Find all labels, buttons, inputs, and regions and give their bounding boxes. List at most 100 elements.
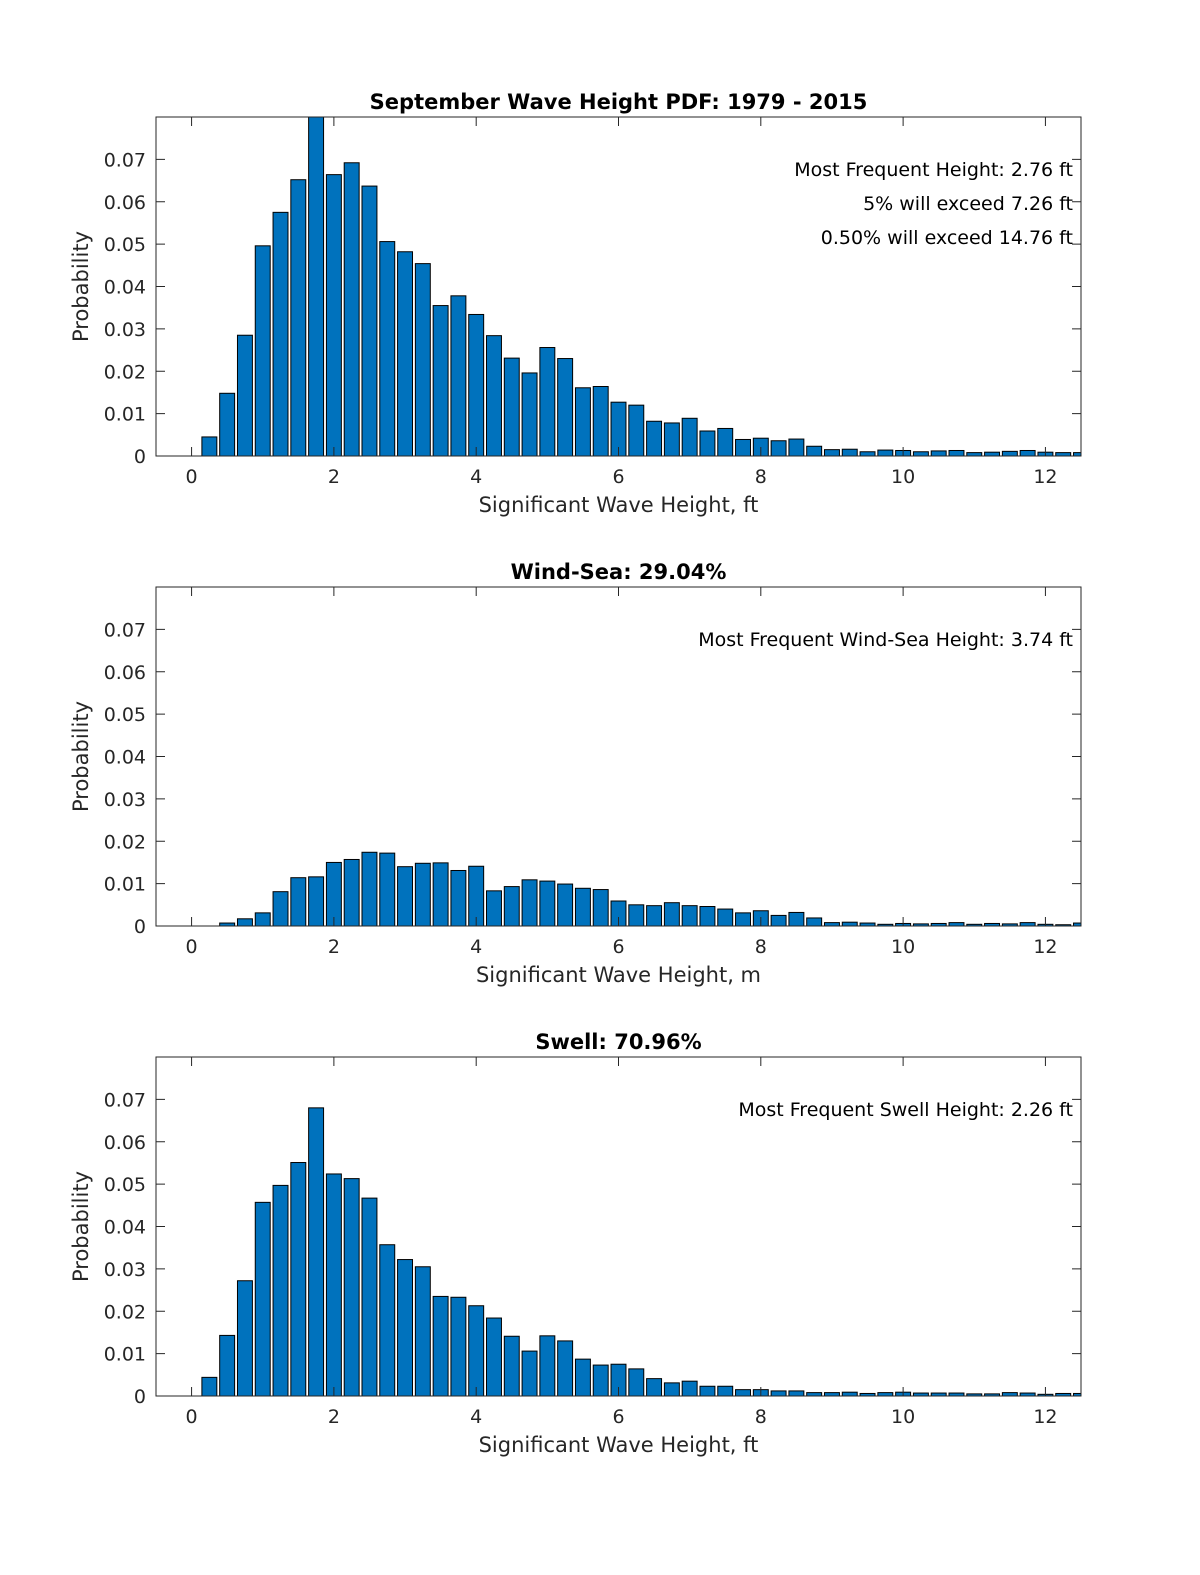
y-tick-label: 0.05	[104, 234, 146, 256]
bar	[343, 1178, 360, 1396]
bar-series	[219, 851, 1081, 926]
bar	[592, 386, 609, 456]
bar	[397, 251, 414, 456]
bar	[770, 440, 787, 456]
bar	[468, 313, 485, 456]
bar	[201, 1376, 218, 1396]
bar	[699, 430, 716, 456]
x-axis-label: Significant Wave Height, ft	[479, 493, 759, 517]
y-tick-label: 0.01	[104, 404, 146, 426]
bar	[219, 922, 236, 926]
bar	[343, 858, 360, 926]
chart-title: September Wave Height PDF: 1979 - 2015	[370, 90, 868, 114]
bar	[1019, 922, 1036, 926]
annotation: Most Frequent Height: 2.76 ft	[794, 159, 1073, 181]
bar	[308, 1107, 325, 1396]
y-tick-label: 0	[134, 446, 146, 468]
bar	[325, 1173, 342, 1396]
x-tick-label: 6	[612, 1406, 624, 1428]
bar	[414, 862, 431, 926]
bar	[574, 887, 591, 926]
bar	[930, 922, 947, 926]
bar	[628, 904, 645, 926]
x-tick-label: 10	[891, 936, 915, 958]
bar	[841, 921, 858, 926]
y-tick-label: 0.03	[104, 319, 146, 341]
bar	[859, 922, 876, 926]
bar	[717, 427, 734, 456]
chart-panel-total: 0 2 4 6 8 10 12 0 0.01 0.02 0.03 0.04 0.05 0.06 0.07 Se…	[69, 90, 1082, 517]
bar	[823, 922, 840, 926]
y-tick-label: 0.03	[104, 789, 146, 811]
y-tick-label: 0	[134, 916, 146, 938]
x-tick-label: 4	[470, 1406, 482, 1428]
y-tick-label: 0.04	[104, 1217, 146, 1239]
bar	[557, 358, 574, 456]
bar	[646, 420, 663, 456]
bar	[272, 211, 289, 456]
chart-title: Swell: 70.96%	[535, 1030, 701, 1054]
y-tick-label: 0.07	[104, 1089, 146, 1111]
bar	[788, 438, 805, 456]
x-tick-label: 2	[328, 936, 340, 958]
annotation: 0.50% will exceed 14.76 ft	[821, 227, 1073, 249]
x-tick-label: 2	[328, 1406, 340, 1428]
x-tick-label: 0	[186, 466, 198, 488]
bar	[361, 185, 378, 456]
bar	[521, 879, 538, 926]
bar	[557, 883, 574, 926]
bar	[770, 1390, 787, 1396]
bar	[984, 922, 1001, 926]
bar	[859, 451, 876, 456]
bar	[236, 334, 253, 456]
y-tick-label: 0.06	[104, 662, 146, 684]
bar	[290, 1162, 307, 1396]
bar	[841, 1391, 858, 1396]
bar	[592, 889, 609, 926]
bar	[432, 1295, 449, 1396]
y-tick-label: 0.02	[104, 361, 146, 383]
bar-series	[201, 1107, 1081, 1396]
bar	[1055, 1392, 1072, 1396]
bar	[663, 902, 680, 926]
y-tick-label: 0.05	[104, 1174, 146, 1196]
bar	[735, 438, 751, 456]
bar	[735, 1389, 751, 1396]
bar	[236, 918, 253, 926]
bar	[948, 449, 965, 456]
bar	[628, 1368, 645, 1396]
bar	[628, 404, 645, 456]
bar	[486, 1317, 502, 1396]
bar	[290, 877, 307, 926]
bar	[948, 922, 965, 926]
x-tick-label: 0	[186, 1406, 198, 1428]
bar	[806, 917, 823, 926]
bar	[503, 357, 520, 456]
bar	[930, 450, 947, 456]
x-tick-label: 4	[470, 936, 482, 958]
x-axis-label: Significant Wave Height, ft	[479, 1433, 759, 1457]
bar	[254, 245, 271, 456]
bar	[610, 1363, 627, 1396]
chart-title: Wind-Sea: 29.04%	[511, 560, 727, 584]
x-tick-label: 8	[755, 1406, 767, 1428]
bar	[379, 852, 396, 926]
bar	[1001, 1392, 1018, 1396]
bar	[877, 449, 894, 456]
bar	[717, 1385, 734, 1396]
bar	[823, 449, 840, 456]
y-tick-label: 0.04	[104, 747, 146, 769]
bar	[984, 451, 1001, 456]
bar	[219, 392, 236, 456]
bar	[397, 1259, 414, 1396]
x-tick-label: 12	[1033, 1406, 1057, 1428]
bar	[361, 851, 378, 926]
bar	[912, 451, 929, 456]
chart-panel-wind-sea: 0 2 4 6 8 10 12 0 0.01 0.02 0.03 0.04 0.05 0.06 0.07 Wi…	[69, 560, 1082, 987]
y-tick-label: 0.03	[104, 1259, 146, 1281]
bar	[966, 452, 983, 456]
bar	[681, 905, 698, 926]
bar	[450, 295, 467, 456]
bar	[574, 387, 591, 456]
